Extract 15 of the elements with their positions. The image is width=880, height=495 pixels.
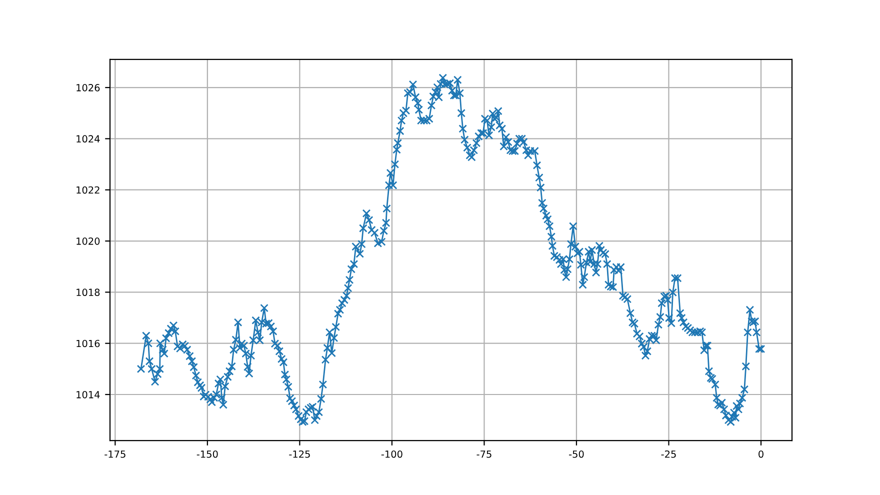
x-tick-label: -25	[661, 450, 676, 458]
y-tick-label: 1014	[76, 390, 100, 398]
x-tick-label: -175	[104, 450, 126, 458]
x-tick-label: -100	[381, 450, 402, 458]
y-tick-label: 1024	[76, 135, 100, 143]
y-tick-label: 1016	[76, 340, 100, 348]
x-tick-label: -150	[196, 450, 218, 458]
x-tick-label: -125	[289, 450, 310, 458]
y-tick-label: 1018	[76, 288, 100, 296]
x-tick-label: 0	[758, 450, 764, 458]
x-tick-label: -50	[569, 450, 584, 458]
y-tick-label: 1020	[76, 238, 100, 245]
y-tick-label: 1026	[76, 84, 100, 92]
x-tick-label: -75	[476, 450, 492, 458]
y-tick-label: 1022	[76, 186, 100, 194]
